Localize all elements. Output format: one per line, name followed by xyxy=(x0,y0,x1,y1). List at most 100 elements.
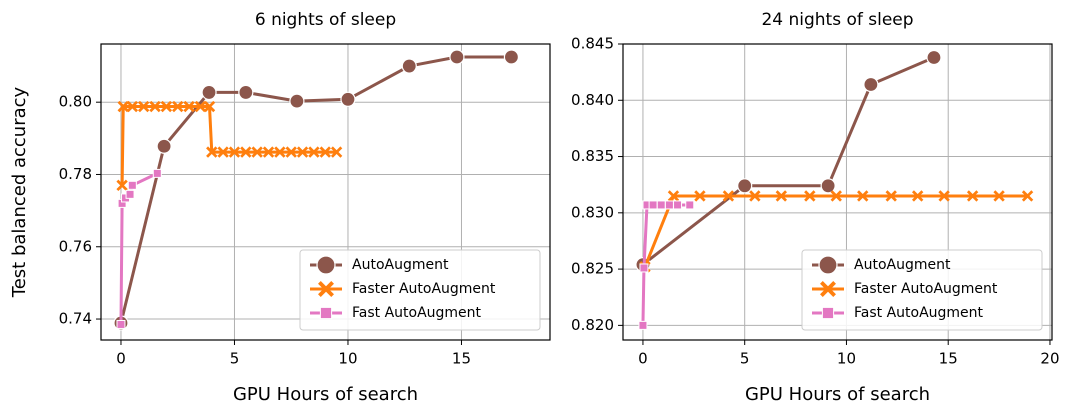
y-tick-label: 0.78 xyxy=(59,165,92,183)
data-point xyxy=(749,190,761,202)
legend: AutoAugment Faster AutoAugment Fast AutoAu… xyxy=(801,249,1043,331)
y-axis-label: Test balanced accuracy xyxy=(9,86,30,298)
legend-box xyxy=(299,249,541,331)
legend-marker xyxy=(818,255,838,275)
data-point xyxy=(251,146,263,158)
legend-marker xyxy=(319,306,333,320)
x-tick-label: 5 xyxy=(230,350,240,368)
data-point xyxy=(289,93,305,109)
legend-label: Faster AutoAugment xyxy=(352,281,496,297)
data-point xyxy=(172,100,184,113)
legend-marker xyxy=(821,306,835,320)
data-point xyxy=(308,146,320,158)
axes-frame xyxy=(100,43,551,341)
legend-marker xyxy=(316,255,336,275)
chart-title: 24 nights of sleep xyxy=(761,10,913,30)
y-tick-label: 0.820 xyxy=(571,316,614,334)
data-point xyxy=(775,190,788,202)
data-point xyxy=(804,190,816,202)
y-tick-label: 0.825 xyxy=(571,260,614,278)
legend-label: AutoAugment xyxy=(854,257,951,273)
data-point xyxy=(863,76,879,93)
data-point xyxy=(156,138,172,154)
data-point xyxy=(830,190,842,202)
data-point xyxy=(885,190,897,202)
data-point xyxy=(152,168,162,178)
data-point xyxy=(820,178,836,194)
x-tick-label: 0 xyxy=(116,350,126,368)
data-point xyxy=(137,100,150,113)
data-point xyxy=(926,49,942,66)
legend: AutoAugment Faster AutoAugment Fast AutoAu… xyxy=(299,249,541,331)
data-point xyxy=(149,100,161,113)
data-point xyxy=(639,263,649,273)
legend-marker xyxy=(318,281,334,297)
y-tick-label: 0.76 xyxy=(59,237,92,255)
data-point xyxy=(673,200,683,210)
legend-label: AutoAugment xyxy=(352,257,449,273)
data-point xyxy=(1021,190,1034,202)
data-point xyxy=(722,190,735,202)
x-axis-label: GPU Hours of search xyxy=(233,384,418,405)
data-point xyxy=(737,178,753,194)
data-point xyxy=(656,200,666,210)
x-tick-label: 5 xyxy=(740,350,750,368)
legend-label: Fast AutoAugment xyxy=(352,305,482,321)
data-point xyxy=(664,200,674,210)
x-tick-label: 10 xyxy=(338,350,357,368)
data-point xyxy=(638,320,648,330)
data-point xyxy=(938,190,950,202)
data-point xyxy=(125,189,135,199)
data-point xyxy=(127,180,137,190)
data-point xyxy=(238,84,254,101)
y-tick-label: 0.845 xyxy=(571,35,614,53)
x-tick-label: 20 xyxy=(1040,350,1059,368)
data-point xyxy=(911,190,924,202)
x-axis-label: GPU Hours of search xyxy=(745,384,930,405)
data-point xyxy=(183,100,195,113)
data-point xyxy=(116,319,126,329)
data-point xyxy=(330,146,343,158)
y-tick-label: 0.830 xyxy=(571,203,614,221)
data-point xyxy=(194,100,207,113)
data-point xyxy=(648,200,658,210)
y-tick-label: 0.80 xyxy=(59,93,92,111)
data-point xyxy=(240,146,252,158)
plot-area xyxy=(635,49,1034,330)
data-point xyxy=(206,146,218,158)
axes-frame xyxy=(622,43,1053,341)
data-point xyxy=(117,100,129,113)
chart-title: 6 nights of sleep xyxy=(255,10,396,30)
data-point xyxy=(274,146,286,158)
data-point xyxy=(126,100,139,113)
data-point xyxy=(993,190,1005,202)
data-point xyxy=(262,146,275,158)
data-point xyxy=(228,146,241,158)
data-point xyxy=(401,58,417,74)
legend-box xyxy=(801,249,1043,331)
data-point xyxy=(694,190,706,202)
data-point xyxy=(160,100,173,113)
data-point xyxy=(203,100,216,113)
series-line xyxy=(642,56,935,266)
x-tick-label: 0 xyxy=(638,350,648,368)
y-tick-label: 0.840 xyxy=(571,91,614,109)
legend-label: Fast AutoAugment xyxy=(854,305,984,321)
data-point xyxy=(285,146,297,158)
series-line xyxy=(120,105,337,186)
data-point xyxy=(449,49,465,65)
data-point xyxy=(116,179,128,192)
legend-label: Faster AutoAugment xyxy=(854,281,998,297)
y-tick-label: 0.74 xyxy=(59,310,92,328)
legend-marker xyxy=(820,281,836,297)
plot-area xyxy=(113,49,520,331)
x-tick-label: 15 xyxy=(452,350,471,368)
data-point xyxy=(685,200,695,210)
x-tick-label: 10 xyxy=(837,350,856,368)
data-point xyxy=(857,190,869,202)
data-point xyxy=(319,146,331,158)
data-point xyxy=(201,84,217,101)
y-tick-label: 0.835 xyxy=(571,147,614,165)
data-point xyxy=(667,190,680,202)
